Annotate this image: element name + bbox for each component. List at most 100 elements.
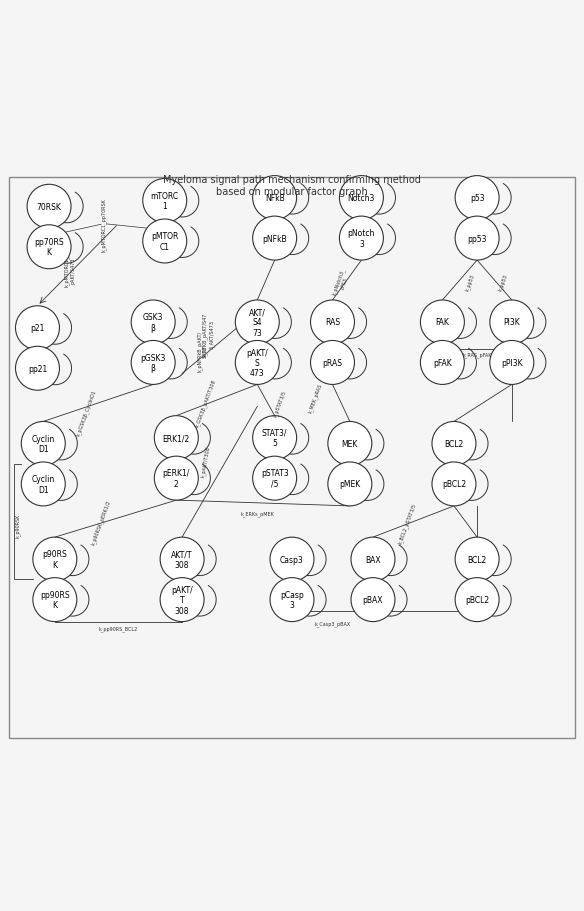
Text: PI3K: PI3K [503,318,520,327]
Circle shape [253,416,297,460]
Text: pCasp
3: pCasp 3 [280,590,304,609]
Text: AKT/
S4
73: AKT/ S4 73 [249,308,266,337]
Circle shape [21,463,65,507]
Text: k_pNotch3_
pFS3: k_pNotch3_ pFS3 [331,267,352,298]
Text: Cyclin
D1: Cyclin D1 [32,475,55,494]
Text: STAT3/
5: STAT3/ 5 [262,428,287,448]
Text: k_pp53: k_pp53 [464,272,475,292]
Circle shape [131,341,175,385]
Text: k_BCL2_pSTAT3/5: k_BCL2_pSTAT3/5 [398,502,418,544]
Text: 70RSK: 70RSK [37,202,61,211]
Text: pp70RS
K: pp70RS K [34,238,64,257]
Circle shape [420,301,464,344]
Circle shape [131,301,175,344]
Circle shape [33,578,77,622]
Text: k_pMTORC1_
pAKT/S473: k_pMTORC1_ pAKT/S473 [64,255,75,286]
Text: pBCL2: pBCL2 [465,596,489,604]
Circle shape [420,341,464,385]
Circle shape [160,578,204,622]
Text: pp90RS
K: pp90RS K [40,590,69,609]
Text: pMEK: pMEK [339,480,360,489]
Circle shape [270,578,314,622]
Text: k_pGSK3β_CyclinD1: k_pGSK3β_CyclinD1 [75,388,98,436]
Circle shape [311,301,354,344]
Circle shape [432,463,476,507]
Text: pNFkB: pNFkB [262,234,287,243]
Circle shape [21,422,65,466]
Text: pNotch
3: pNotch 3 [347,230,375,249]
Text: pBAX: pBAX [363,596,383,604]
Circle shape [455,177,499,220]
Text: k_pAKT/T308: k_pAKT/T308 [200,445,211,477]
Text: k_RAS_pFAK: k_RAS_pFAK [463,352,492,357]
Text: k_MEK_pRAS: k_MEK_pRAS [307,382,323,414]
Text: GSK3
β: GSK3 β [143,312,164,333]
Text: NFkB: NFkB [265,194,284,203]
Text: AKT/T
308: AKT/T 308 [171,550,193,569]
Text: pMTOR
C1: pMTOR C1 [151,232,179,251]
Circle shape [142,220,187,263]
Circle shape [351,537,395,581]
Text: k_pNFRkB_pAKT/
S473: k_pNFRkB_pAKT/ S473 [197,331,208,372]
Text: Casp3: Casp3 [280,555,304,564]
Text: BCL2: BCL2 [444,439,464,448]
Text: k_Casp3_pBAX: k_Casp3_pBAX [314,620,350,626]
Text: p53: p53 [470,194,484,203]
Circle shape [235,301,279,344]
Circle shape [311,341,354,385]
Circle shape [253,456,297,500]
Text: pERK1/
2: pERK1/ 2 [162,469,190,488]
Text: pFAK: pFAK [433,359,452,367]
Text: MEK: MEK [342,439,358,448]
Text: BAX: BAX [365,555,381,564]
Text: FAK: FAK [436,318,449,327]
Text: p90RS
K: p90RS K [43,550,67,569]
Circle shape [27,226,71,270]
Text: pGSK3
β: pGSK3 β [141,353,166,373]
Circle shape [27,185,71,229]
Text: p21: p21 [30,324,44,333]
Text: k_pMTORC1_pp70RSK: k_pMTORC1_pp70RSK [101,198,107,251]
Circle shape [142,179,187,223]
Circle shape [16,347,60,391]
Circle shape [33,537,77,581]
Text: RAS: RAS [325,318,340,327]
Circle shape [253,217,297,261]
Text: k_p90RSK_pERK1/2: k_p90RSK_pERK1/2 [91,498,112,546]
Text: k_p90RSK: k_p90RSK [15,513,20,537]
Circle shape [432,422,476,466]
Circle shape [154,456,199,500]
Circle shape [270,537,314,581]
Text: pBCL2: pBCL2 [442,480,466,489]
Text: mTORC
1: mTORC 1 [151,191,179,211]
Circle shape [455,217,499,261]
Text: k_NFKB_pAKT/S47
3_AKT/S473: k_NFKB_pAKT/S47 3_AKT/S473 [202,312,214,356]
Circle shape [455,578,499,622]
Text: k_GSK3β_pAKT/T308: k_GSK3β_pAKT/T308 [194,378,217,427]
Circle shape [328,422,372,466]
Circle shape [455,537,499,581]
Circle shape [490,341,534,385]
Text: k_pSTAT3/5: k_pSTAT3/5 [272,389,287,417]
Text: pPI3K: pPI3K [501,359,523,367]
Circle shape [351,578,395,622]
Circle shape [160,537,204,581]
Text: pAKT/
T
308: pAKT/ T 308 [171,585,193,615]
Circle shape [328,463,372,507]
Text: BCL2: BCL2 [467,555,486,564]
Text: k_pp53: k_pp53 [498,272,509,292]
Circle shape [235,341,279,385]
Text: pAKT/
S
473: pAKT/ S 473 [246,348,268,378]
Text: pRAS: pRAS [322,359,342,367]
Text: pp53: pp53 [467,234,487,243]
Text: pp21: pp21 [28,364,47,374]
Text: pSTAT3
/5: pSTAT3 /5 [261,469,288,488]
Circle shape [339,217,383,261]
Circle shape [339,177,383,220]
Circle shape [16,306,60,351]
Text: Notch3: Notch3 [347,194,375,203]
Text: k_ERKs_pMEK: k_ERKs_pMEK [241,510,274,517]
Circle shape [253,177,297,220]
Text: ERK1/2: ERK1/2 [163,434,190,443]
Text: k_pp90RS_BCL2: k_pp90RS_BCL2 [99,626,138,631]
